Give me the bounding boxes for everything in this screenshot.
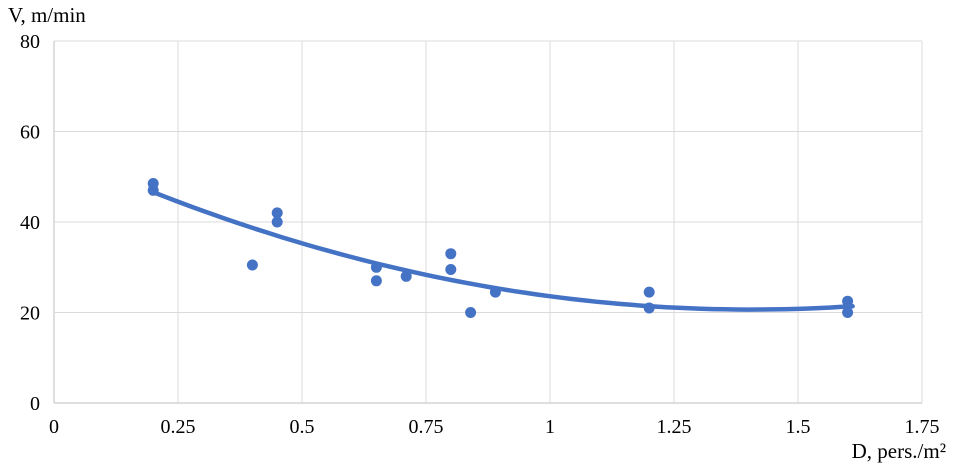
y-tick-label: 80 [20,31,40,53]
y-tick-label: 0 [30,393,40,415]
data-point [445,264,457,275]
x-tick-label: 1.5 [786,416,811,438]
y-tick-label: 40 [20,212,40,234]
data-point [400,270,412,282]
data-point [465,307,477,318]
y-axis-title: V, m/min [8,3,86,27]
data-point [271,216,283,228]
data-point [246,259,258,271]
data-point [370,261,382,273]
data-point [842,295,854,307]
x-tick-label: 1.25 [657,416,692,438]
data-point [147,184,159,196]
data-point [643,286,655,298]
data-point [643,302,655,314]
data-point [370,275,382,287]
data-point [445,248,457,260]
trend-line [150,189,855,312]
x-tick-label: 1.75 [905,416,940,438]
data-point [271,207,283,219]
x-tick-label: 0 [49,416,59,438]
x-tick-label: 1 [545,416,555,438]
y-tick-label: 20 [20,303,40,325]
x-tick-label: 0.5 [290,416,315,438]
data-point [489,286,501,298]
x-axis-title: D, pers./m² [851,439,946,463]
y-tick-label: 60 [20,122,40,144]
data-point [842,307,854,318]
x-tick-label: 0.25 [161,416,196,438]
x-tick-label: 0.75 [409,416,444,438]
